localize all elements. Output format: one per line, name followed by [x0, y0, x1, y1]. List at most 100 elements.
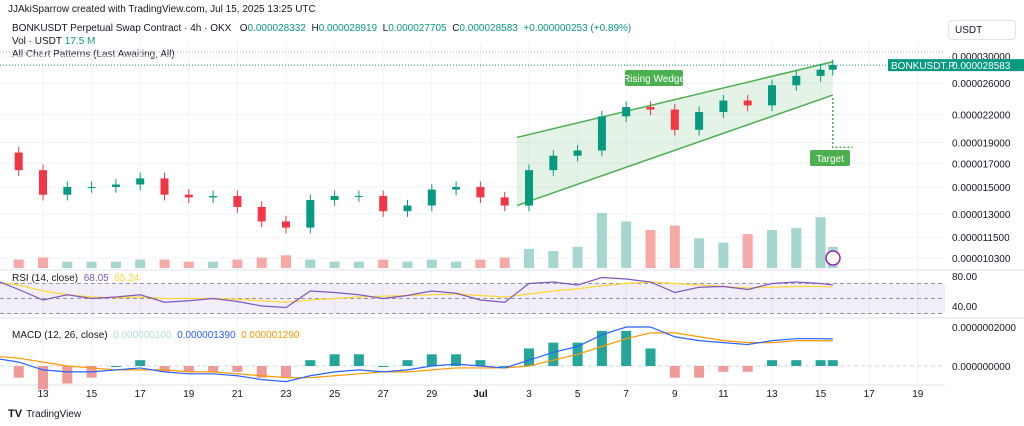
- candle: [330, 196, 339, 201]
- candle: [379, 196, 388, 212]
- symbol-title[interactable]: BONKUSDT Perpetual Swap Contract · 4h · …: [12, 23, 232, 34]
- candle: [646, 107, 655, 110]
- volume-bar: [208, 261, 219, 268]
- price-tag-bg: [888, 59, 1024, 72]
- candle: [549, 155, 558, 171]
- macd-histogram-bar: [183, 366, 194, 372]
- y-tick-label: 0.000030000: [952, 52, 1011, 63]
- volume-bar: [353, 261, 364, 268]
- x-tick-label: 3: [526, 389, 532, 400]
- rsi-tick-label: 40.00: [952, 302, 977, 313]
- y-tick-label: 0.000011500: [952, 233, 1010, 244]
- volume-bar: [62, 261, 73, 268]
- rsi-label[interactable]: RSI (14, close): [12, 273, 79, 284]
- macd-histogram-bar: [62, 366, 73, 384]
- wedge-lower-line: [516, 94, 833, 207]
- rsi-line: [0, 276, 833, 309]
- pattern-name: Rising Wedge: [623, 74, 686, 85]
- y-tick-label: 0.000019000: [952, 138, 1011, 149]
- volume-bar: [499, 257, 510, 268]
- currency-selector[interactable]: USDT: [948, 20, 1016, 40]
- macd-histogram-bar: [110, 366, 121, 367]
- volume-label[interactable]: Vol · USDT: [12, 36, 63, 47]
- close-value: 0.000028583: [459, 23, 518, 34]
- macd-histogram-bar: [791, 360, 802, 366]
- volume-bar: [38, 257, 48, 268]
- price-tag-value: 0.000028583: [952, 61, 1011, 72]
- macd-label[interactable]: MACD (12, 26, close): [12, 330, 108, 341]
- candle: [257, 206, 266, 222]
- macd-histogram-bar: [378, 366, 389, 367]
- rsi-legend: RSI (14, close) 68.05 65.24: [12, 273, 139, 284]
- candle: [306, 200, 315, 228]
- x-tick-label: 15: [815, 389, 827, 400]
- candle: [111, 184, 120, 188]
- volume-bar: [86, 261, 97, 268]
- volume-bar: [13, 259, 24, 268]
- x-tick-label: 17: [135, 389, 147, 400]
- x-tick-label: 11: [718, 389, 729, 400]
- candle: [719, 100, 728, 113]
- y-tick-label: 0.000022000: [952, 111, 1011, 122]
- volume-bar: [742, 234, 753, 268]
- volume-bar: [402, 261, 413, 268]
- macd-tick-label: 0.0000002000: [952, 323, 1016, 334]
- macd-histogram-bar: [524, 348, 534, 366]
- volume-bar: [548, 251, 559, 268]
- chart-credit: JJAkiSparrow created with TradingView.co…: [8, 4, 316, 15]
- candle: [670, 109, 679, 130]
- macd-histogram-bar: [353, 354, 364, 366]
- x-tick-label: Jul: [473, 389, 488, 400]
- price-tag-symbol: BONKUSDT.P: [891, 61, 955, 72]
- volume-bar: [232, 259, 243, 268]
- candle: [500, 197, 509, 206]
- macd-histogram-bar: [767, 360, 777, 366]
- candle: [233, 196, 242, 207]
- x-tick-label: 19: [183, 389, 195, 400]
- target-label: Target: [816, 154, 844, 165]
- alert-lightning-icon[interactable]: [825, 250, 841, 266]
- volume-bar: [669, 225, 680, 268]
- patterns-label[interactable]: All Chart Patterns (Last Awaiting, All): [12, 49, 175, 60]
- candle: [597, 116, 606, 151]
- volume-bar: [621, 221, 632, 268]
- macd-histogram-bar: [669, 366, 680, 378]
- x-tick-label: 21: [232, 389, 244, 400]
- volume-bar: [378, 259, 389, 268]
- footer-logo: TV TradingView: [8, 408, 81, 420]
- open-label: O: [239, 23, 248, 34]
- pattern-label-bg: [625, 70, 683, 86]
- candle: [695, 112, 704, 130]
- x-tick-label: 23: [280, 389, 292, 400]
- x-tick-label: 29: [426, 389, 438, 400]
- y-tick-label: 0.000015000: [952, 183, 1011, 194]
- tradingview-logo-icon: TV: [8, 408, 23, 420]
- close-label: C: [452, 23, 460, 34]
- macd-histogram-bar: [13, 366, 24, 378]
- volume-bar: [159, 259, 170, 268]
- volume-bar: [110, 261, 121, 268]
- rsi-ma-line: [0, 281, 833, 303]
- candle: [768, 85, 776, 106]
- candle: [403, 205, 412, 212]
- candle: [622, 107, 631, 117]
- candle: [816, 69, 825, 76]
- low-label: L: [382, 23, 389, 34]
- volume-bar: [281, 255, 291, 268]
- y-tick-label: 0.000010300: [952, 254, 1011, 265]
- macd-histogram-bar: [742, 366, 753, 372]
- x-tick-label: 25: [329, 389, 341, 400]
- macd-signal-line: [0, 332, 833, 379]
- volume-bar: [475, 259, 486, 268]
- candle: [14, 152, 23, 171]
- macd-histogram-bar: [208, 366, 219, 372]
- volume-bar: [426, 259, 437, 268]
- candle: [184, 194, 193, 198]
- volume-bar: [694, 238, 705, 268]
- symbol-legend: BONKUSDT Perpetual Swap Contract · 4h · …: [12, 23, 631, 60]
- y-tick-label: 0.000017000: [952, 159, 1011, 170]
- open-value: 0.000028332: [247, 23, 306, 34]
- macd-tick-label: 0.000000000: [952, 362, 1011, 373]
- x-tick-label: 5: [575, 389, 581, 400]
